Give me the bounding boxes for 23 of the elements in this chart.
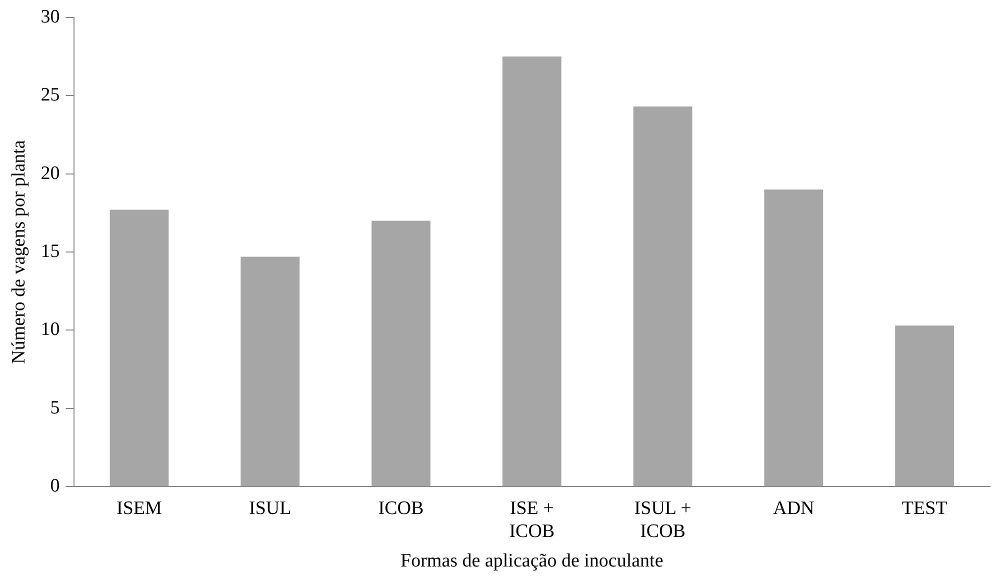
bar	[633, 106, 692, 486]
y-tick-label: 0	[50, 476, 60, 497]
x-tick-label: ISEM	[116, 498, 162, 519]
bar	[895, 326, 954, 486]
x-tick-label: TEST	[902, 498, 948, 519]
bar	[764, 189, 824, 486]
y-tick-label: 5	[50, 397, 60, 418]
bar	[372, 220, 430, 486]
y-tick-label: 15	[40, 240, 60, 262]
y-axis-title: Número de vagens por planta	[8, 140, 30, 364]
x-tick-label: ICOB	[378, 498, 424, 519]
bar	[240, 256, 300, 486]
x-tick-label: ADN	[773, 498, 815, 519]
x-tick-label: ISUL + ICOB	[634, 498, 692, 542]
y-tick-label: 25	[40, 84, 60, 106]
bar	[110, 210, 169, 486]
y-tick-label: 20	[40, 162, 60, 184]
x-axis-title: Formas de aplicação de inoculante	[400, 550, 664, 572]
x-tick-label: ISUL	[249, 498, 292, 519]
bar	[502, 56, 562, 486]
x-tick-label: ISE + ICOB	[509, 498, 555, 542]
y-tick-label: 30	[40, 6, 60, 28]
y-tick-label: 10	[40, 319, 60, 340]
